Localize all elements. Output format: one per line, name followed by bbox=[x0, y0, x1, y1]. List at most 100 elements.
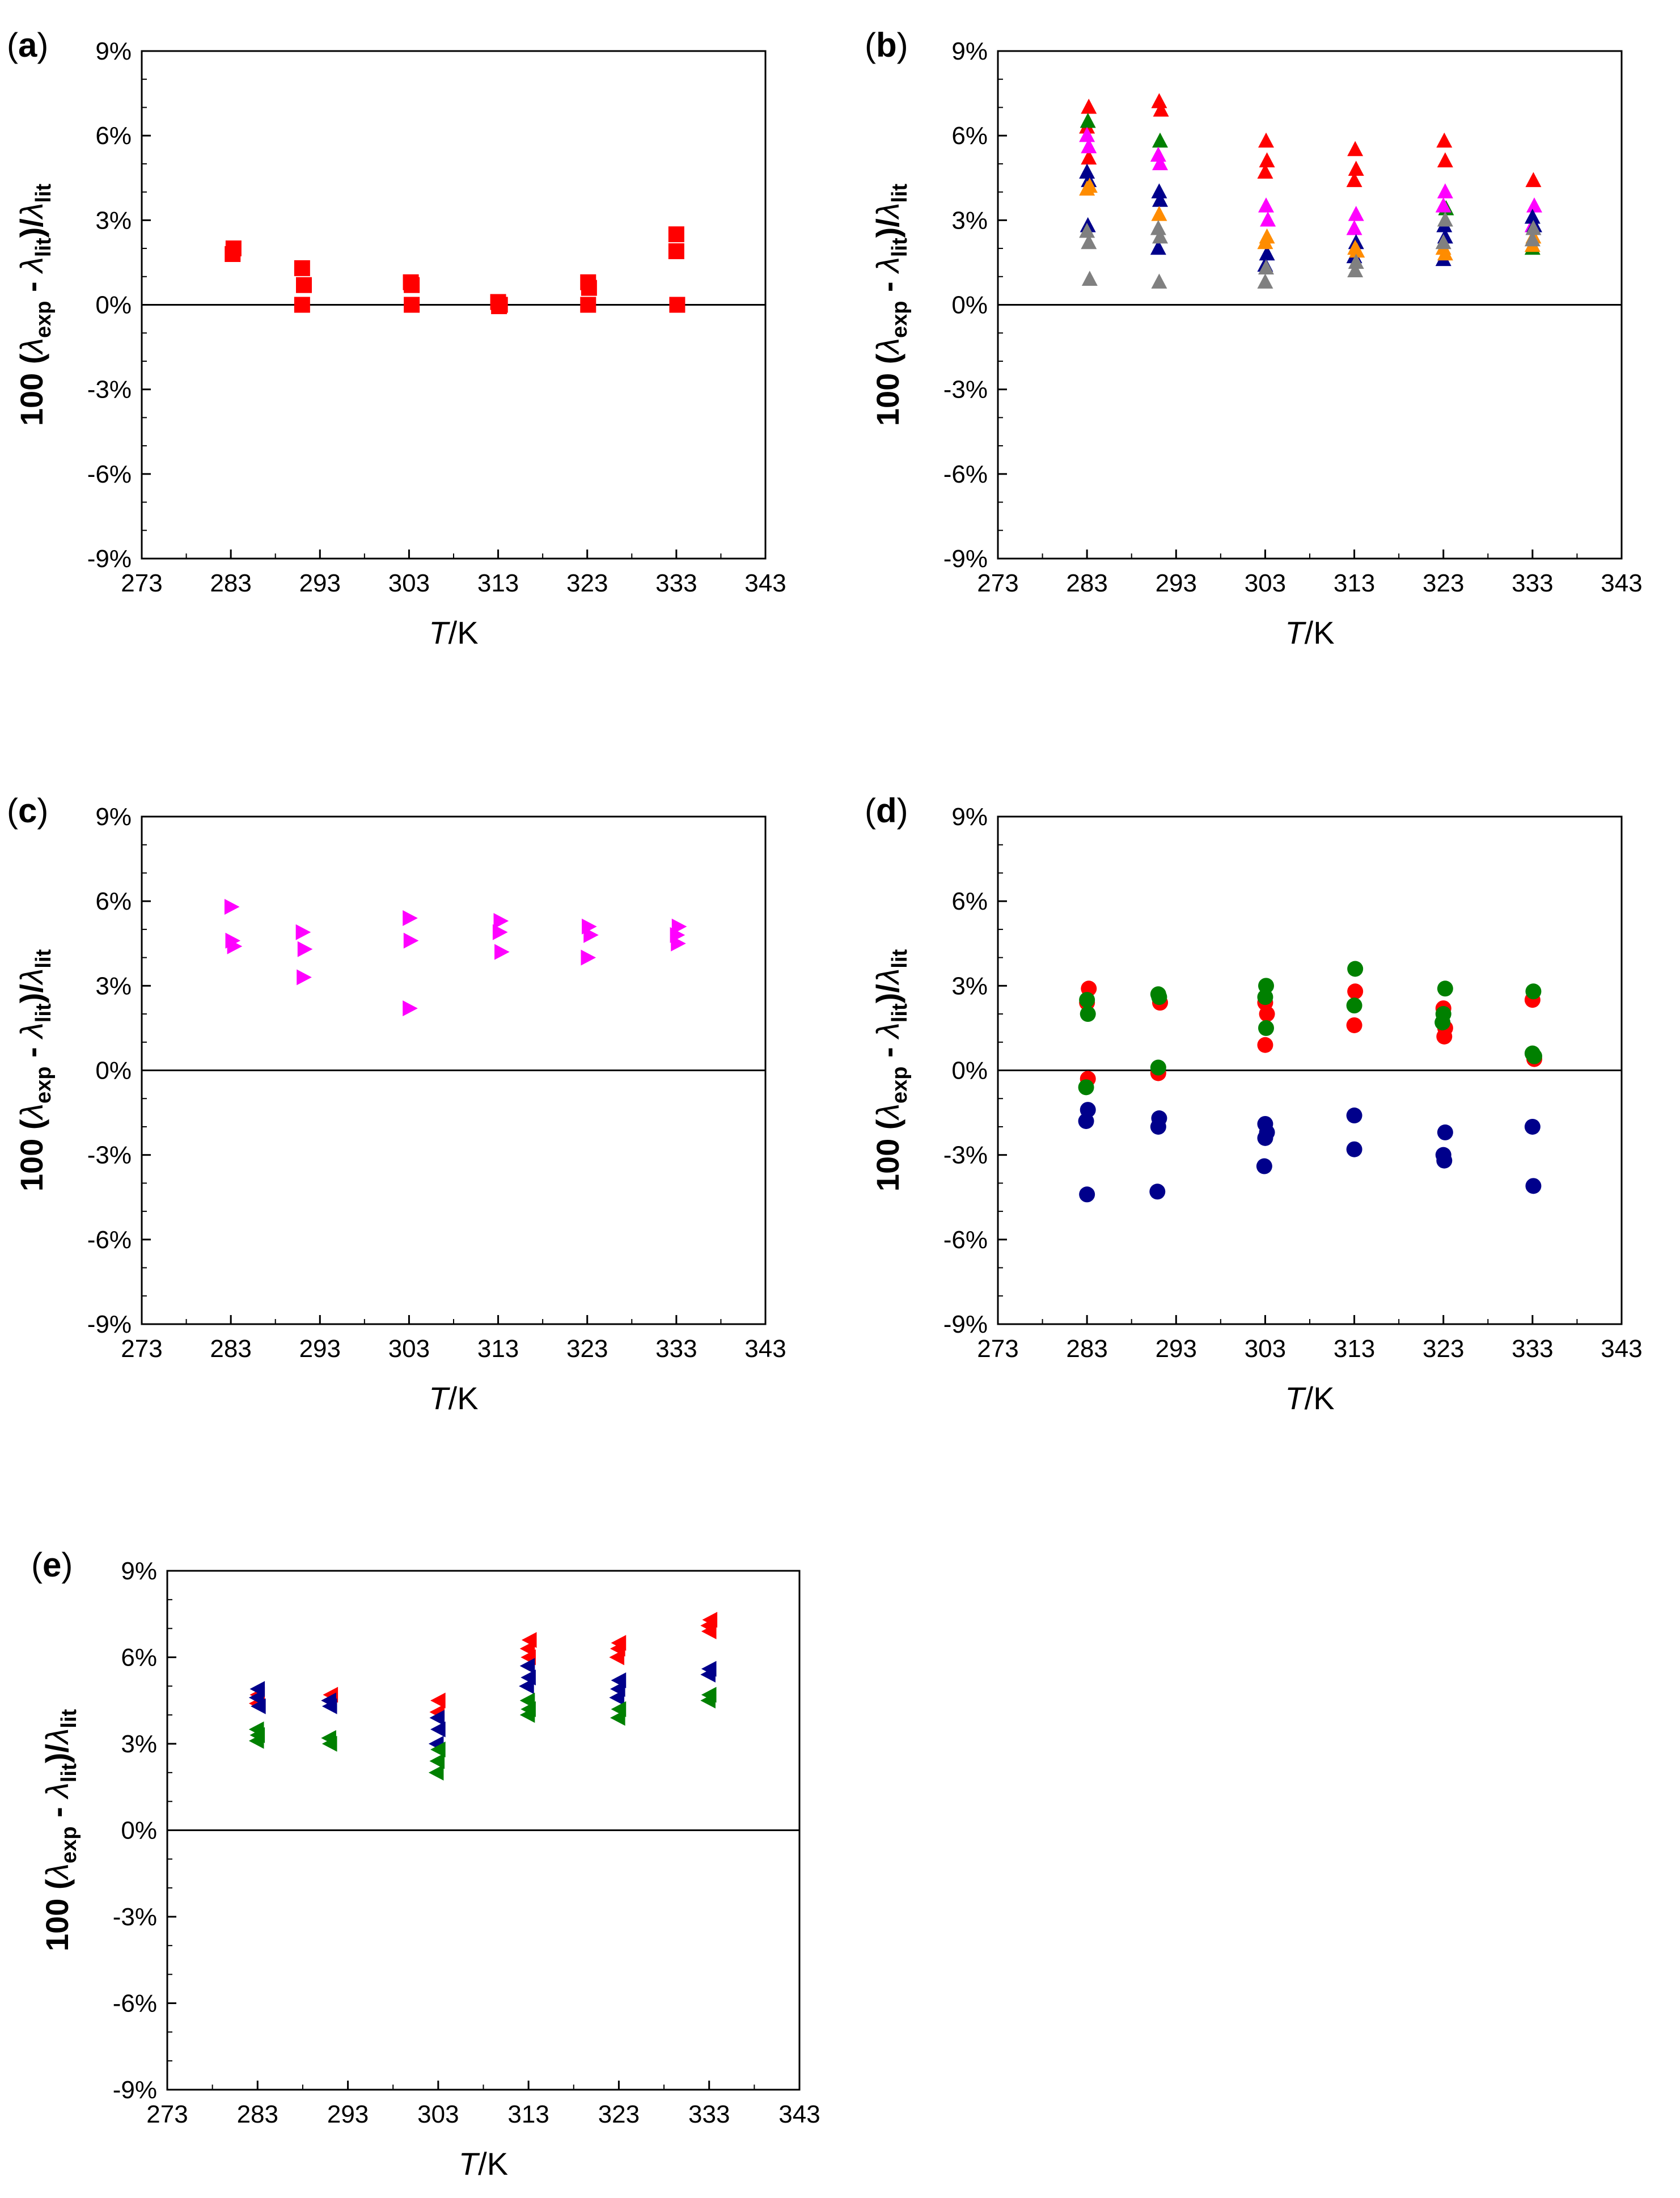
x-tick-label: 303 bbox=[1245, 569, 1286, 597]
data-point bbox=[428, 1764, 444, 1781]
x-tick-label: 273 bbox=[146, 2100, 188, 2128]
data-point bbox=[610, 1710, 625, 1726]
y-tick-label: 3% bbox=[121, 1730, 157, 1758]
data-point bbox=[1079, 1186, 1095, 1203]
data-point bbox=[1437, 211, 1453, 227]
y-tick-label: 3% bbox=[951, 206, 988, 234]
x-tick-label: 283 bbox=[210, 569, 251, 597]
data-point bbox=[1256, 1158, 1272, 1174]
x-axis-title: T/K bbox=[459, 2146, 508, 2182]
data-point bbox=[297, 941, 313, 957]
x-tick-label: 293 bbox=[299, 1335, 341, 1363]
data-point bbox=[403, 932, 419, 949]
panel-label: (c) bbox=[7, 792, 48, 830]
data-point bbox=[1436, 1152, 1453, 1169]
y-tick-label: 0% bbox=[121, 1817, 157, 1845]
x-tick-label: 273 bbox=[121, 1335, 162, 1363]
data-point bbox=[1151, 273, 1167, 289]
data-point bbox=[1525, 219, 1542, 235]
x-axis-title: T/K bbox=[1285, 1380, 1334, 1416]
x-tick-label: 333 bbox=[655, 569, 697, 597]
panel-label: (a) bbox=[7, 26, 48, 64]
data-point bbox=[701, 1623, 717, 1639]
data-point bbox=[1346, 172, 1362, 187]
data-point bbox=[321, 1736, 337, 1752]
data-point bbox=[1150, 146, 1166, 162]
data-point bbox=[1346, 1108, 1362, 1124]
data-point bbox=[669, 297, 685, 313]
data-point bbox=[1435, 197, 1452, 213]
x-tick-label: 323 bbox=[566, 1335, 608, 1363]
y-tick-label: 3% bbox=[951, 972, 988, 1000]
data-point bbox=[1081, 177, 1098, 193]
data-point bbox=[248, 1732, 264, 1749]
data-point bbox=[1152, 155, 1168, 171]
data-point bbox=[1348, 253, 1364, 269]
data-point bbox=[1151, 183, 1167, 198]
x-tick-label: 323 bbox=[566, 569, 608, 597]
panel-d: 9% 6% 3% 0% -3% -6% -9%273 283 293 303 313 323 333 34… bbox=[865, 792, 1643, 1416]
x-tick-label: 273 bbox=[121, 569, 162, 597]
data-point bbox=[491, 298, 507, 314]
data-point bbox=[1150, 1059, 1166, 1076]
data-point bbox=[1525, 172, 1542, 187]
data-point bbox=[1525, 1178, 1542, 1194]
data-point bbox=[321, 1698, 337, 1714]
x-tick-label: 333 bbox=[655, 1335, 697, 1363]
series-4 bbox=[1079, 163, 1542, 272]
y-tick-label: 9% bbox=[121, 1557, 157, 1585]
data-point bbox=[609, 1689, 625, 1706]
data-point bbox=[403, 910, 418, 926]
data-point bbox=[430, 1692, 446, 1709]
data-point bbox=[1078, 1079, 1094, 1096]
data-point bbox=[1079, 126, 1095, 142]
x-tick-label: 333 bbox=[1512, 1335, 1553, 1363]
y-tick-label: -6% bbox=[943, 460, 988, 488]
data-point bbox=[1526, 1048, 1542, 1064]
data-point bbox=[1081, 149, 1097, 165]
x-tick-label: 303 bbox=[388, 569, 430, 597]
data-point bbox=[1078, 1113, 1094, 1129]
data-point bbox=[1081, 138, 1097, 154]
data-point bbox=[1150, 219, 1166, 235]
y-tick-label: -9% bbox=[87, 1311, 132, 1338]
data-point bbox=[297, 969, 312, 986]
data-point bbox=[1437, 183, 1453, 198]
x-tick-label: 303 bbox=[388, 1335, 430, 1363]
x-tick-label: 293 bbox=[1156, 1335, 1197, 1363]
y-tick-label: 9% bbox=[95, 37, 132, 65]
x-tick-label: 333 bbox=[1512, 569, 1553, 597]
data-point bbox=[1259, 152, 1275, 168]
y-tick-label: 0% bbox=[951, 291, 988, 319]
data-point bbox=[1436, 132, 1453, 148]
data-point bbox=[700, 1667, 716, 1683]
x-tick-label: 323 bbox=[1423, 1335, 1464, 1363]
y-tick-label: 9% bbox=[95, 803, 132, 831]
data-point bbox=[1080, 1006, 1096, 1022]
data-point bbox=[1524, 231, 1541, 247]
y-tick-label: -6% bbox=[87, 460, 132, 488]
x-tick-label: 313 bbox=[507, 2100, 549, 2128]
x-tick-label: 313 bbox=[1334, 569, 1375, 597]
series-6 bbox=[1079, 211, 1542, 289]
data-point bbox=[251, 1698, 266, 1714]
x-axis-title: T/K bbox=[429, 1380, 478, 1416]
panel-c: 9% 6% 3% 0% -3% -6% -9%273 283 293 303 313 323 333 34… bbox=[7, 792, 786, 1416]
data-point bbox=[1149, 1183, 1166, 1200]
data-point bbox=[1346, 997, 1362, 1014]
x-tick-label: 273 bbox=[977, 1335, 1018, 1363]
series-1 bbox=[225, 226, 685, 314]
data-point bbox=[227, 938, 243, 954]
data-point bbox=[1257, 989, 1273, 1005]
data-point bbox=[1079, 163, 1095, 179]
x-tick-label: 273 bbox=[977, 569, 1018, 597]
series-2 bbox=[1078, 961, 1542, 1096]
data-point bbox=[519, 1658, 535, 1674]
data-point bbox=[1151, 205, 1167, 221]
panel-e: 9% 6% 3% 0% -3% -6% -9%273 283 293 303 313 323 333 34… bbox=[31, 1546, 820, 2182]
x-axis-title: T/K bbox=[429, 615, 478, 650]
data-point bbox=[519, 1678, 534, 1694]
data-point bbox=[1152, 132, 1168, 148]
x-tick-label: 343 bbox=[778, 2100, 820, 2128]
data-point bbox=[1434, 1014, 1451, 1030]
